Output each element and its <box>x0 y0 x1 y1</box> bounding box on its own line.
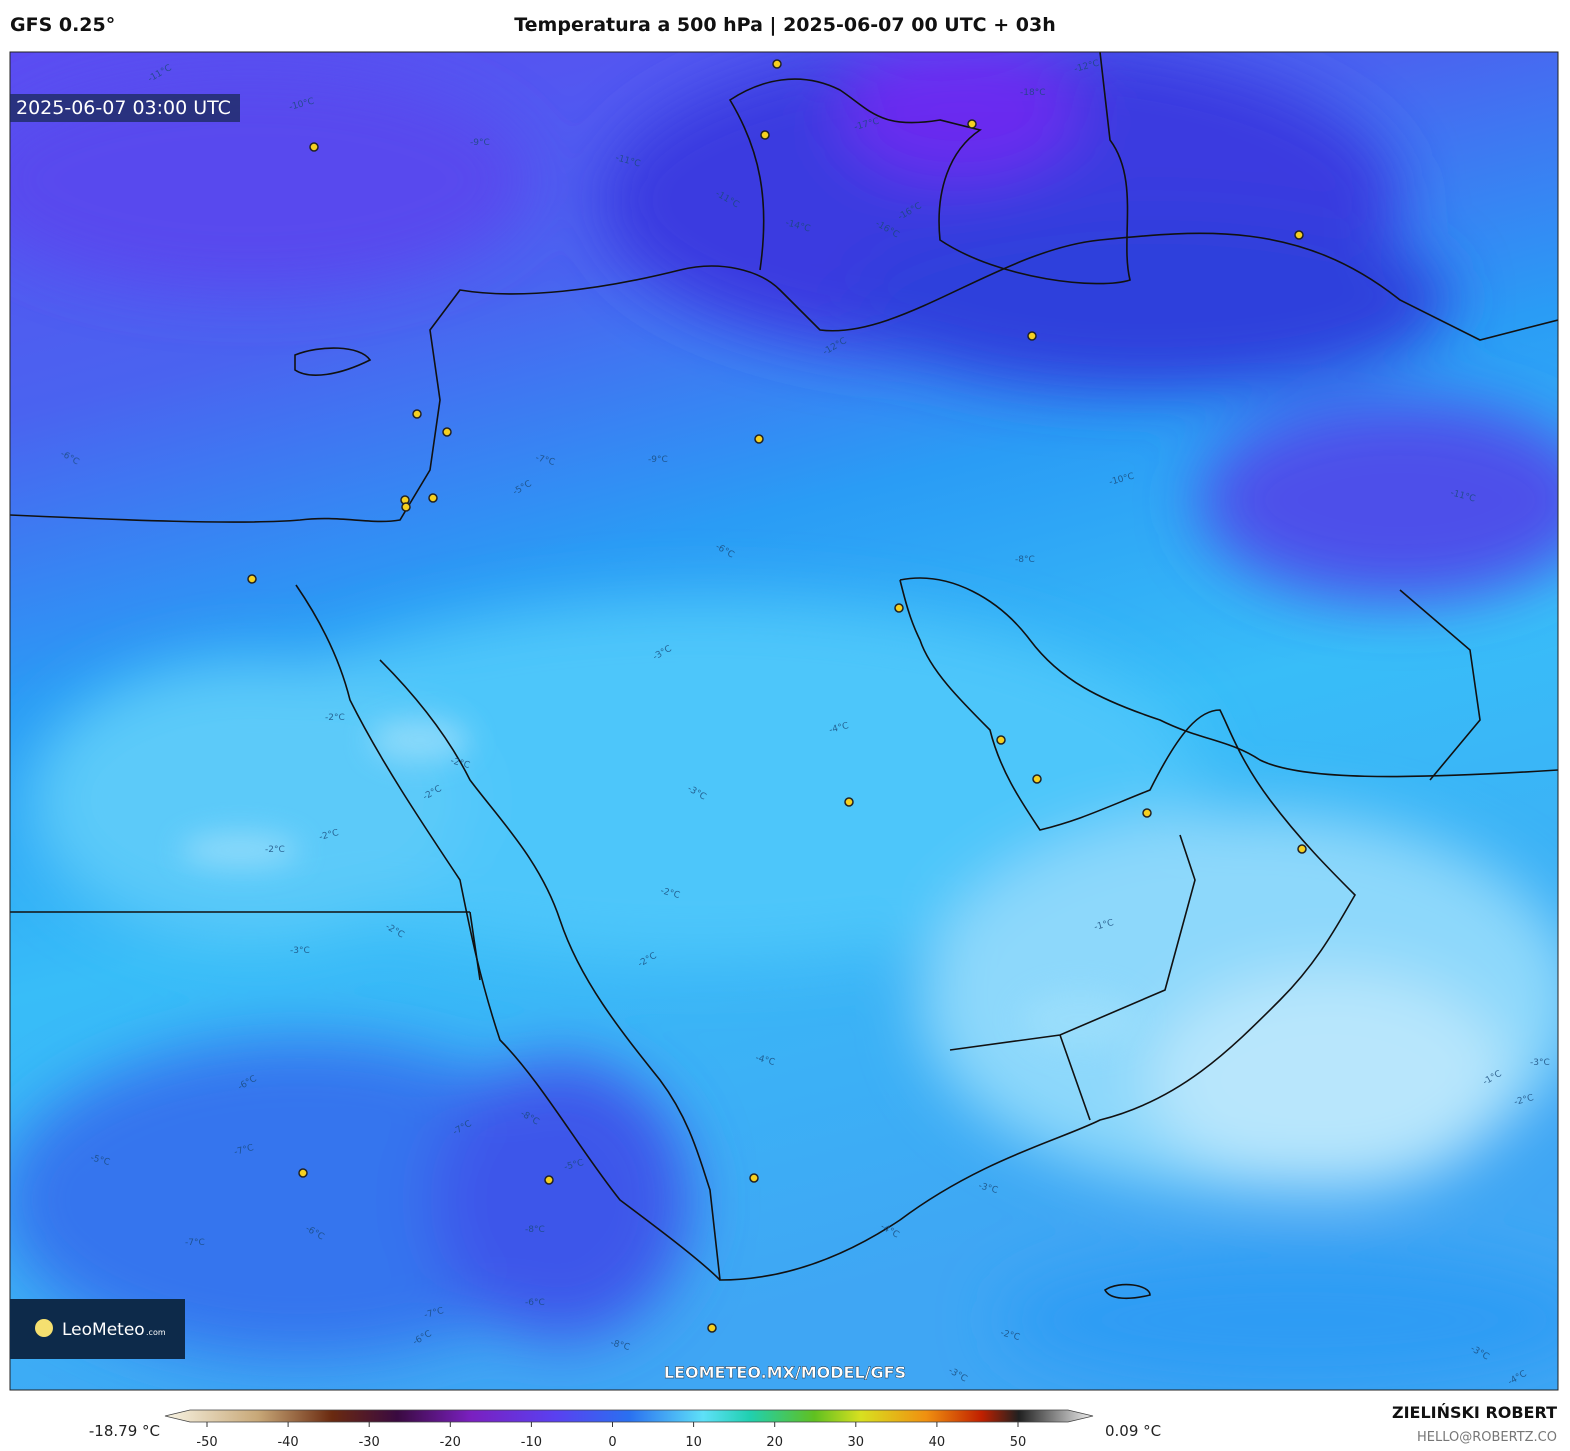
contour-label: -2°C <box>659 886 681 901</box>
contour-label: -9°C <box>648 455 668 465</box>
model-name: GFS 0.25° <box>10 14 116 36</box>
colorbar-tick-label: -40 <box>277 1435 298 1450</box>
contour-label: -5°C <box>563 1158 585 1173</box>
contour-label: -3°C <box>1530 1058 1550 1068</box>
map-title: Temperatura a 500 hPa | 2025-06-07 00 UT… <box>514 14 1056 36</box>
coastlines <box>10 52 1558 1300</box>
contour-label: -2°C <box>325 713 345 723</box>
logo-sun <box>35 1319 53 1337</box>
valid-time: 2025-06-07 03:00 UTC <box>16 97 231 119</box>
contour-label: -9°C <box>470 138 490 148</box>
colorbar-tick-label: 30 <box>848 1435 865 1450</box>
contour-label: -2°C <box>999 1328 1021 1343</box>
colorbar-tick-label: 50 <box>1010 1435 1027 1450</box>
map-frame <box>9 51 1559 1391</box>
contour-label: -2°C <box>265 845 285 855</box>
contour-label: -18°C <box>1020 88 1045 98</box>
author: ZIELIŃSKI ROBERT <box>1392 1403 1557 1422</box>
colorbar-tick-label: -20 <box>440 1435 461 1450</box>
contour-label: -7°C <box>233 1143 255 1158</box>
watermark: LEOMETEO.MX/MODEL/GFS <box>664 1363 906 1382</box>
contour-label: -4°C <box>828 721 850 736</box>
contour-label: -7°C <box>185 1238 205 1248</box>
contour-label: -4°C <box>754 1053 776 1068</box>
logo-suffix: .com <box>146 1328 166 1337</box>
colorbar <box>164 1409 1094 1423</box>
contour-label: -8°C <box>609 1338 631 1353</box>
contour-label: -2°C <box>318 828 340 843</box>
colorbar-tick-label: 40 <box>929 1435 946 1450</box>
logo-name: LeoMeteo <box>62 1320 145 1340</box>
contour-label: -2°C <box>449 756 471 771</box>
colorbar-tick-label: -50 <box>196 1435 217 1450</box>
contour-label: -2°C <box>1513 1093 1535 1108</box>
colorbar-tick-label: -30 <box>359 1435 380 1450</box>
contour-label: -6°C <box>525 1298 545 1308</box>
contour-label: -8°C <box>525 1225 545 1235</box>
colorbar-tick-label: 0 <box>608 1435 616 1450</box>
contour-label: -7°C <box>534 453 556 468</box>
map-field <box>10 52 1558 1390</box>
colorbar-tick-label: 10 <box>685 1435 702 1450</box>
contour-label: -1°C <box>1093 918 1115 933</box>
contour-label: -3°C <box>290 946 310 956</box>
contour-label: -7°C <box>423 1306 445 1321</box>
contact: HELLO@ROBERTZ.CO <box>1417 1430 1557 1445</box>
time-box <box>10 94 240 122</box>
city-markers <box>247 59 1307 1333</box>
contour-label: -3°C <box>977 1181 999 1196</box>
colorbar-ticks: -50 -40 -30 -20 -10 0 10 20 30 40 50 <box>196 1422 1026 1450</box>
colorbar-max: 0.09 °C <box>1105 1422 1161 1440</box>
contour-label: -8°C <box>1015 555 1035 565</box>
contour-label: -5°C <box>89 1153 111 1168</box>
colorbar-tick-label: 20 <box>766 1435 783 1450</box>
colorbar-min: -18.79 °C <box>89 1422 160 1440</box>
colorbar-tick-label: -10 <box>521 1435 542 1450</box>
